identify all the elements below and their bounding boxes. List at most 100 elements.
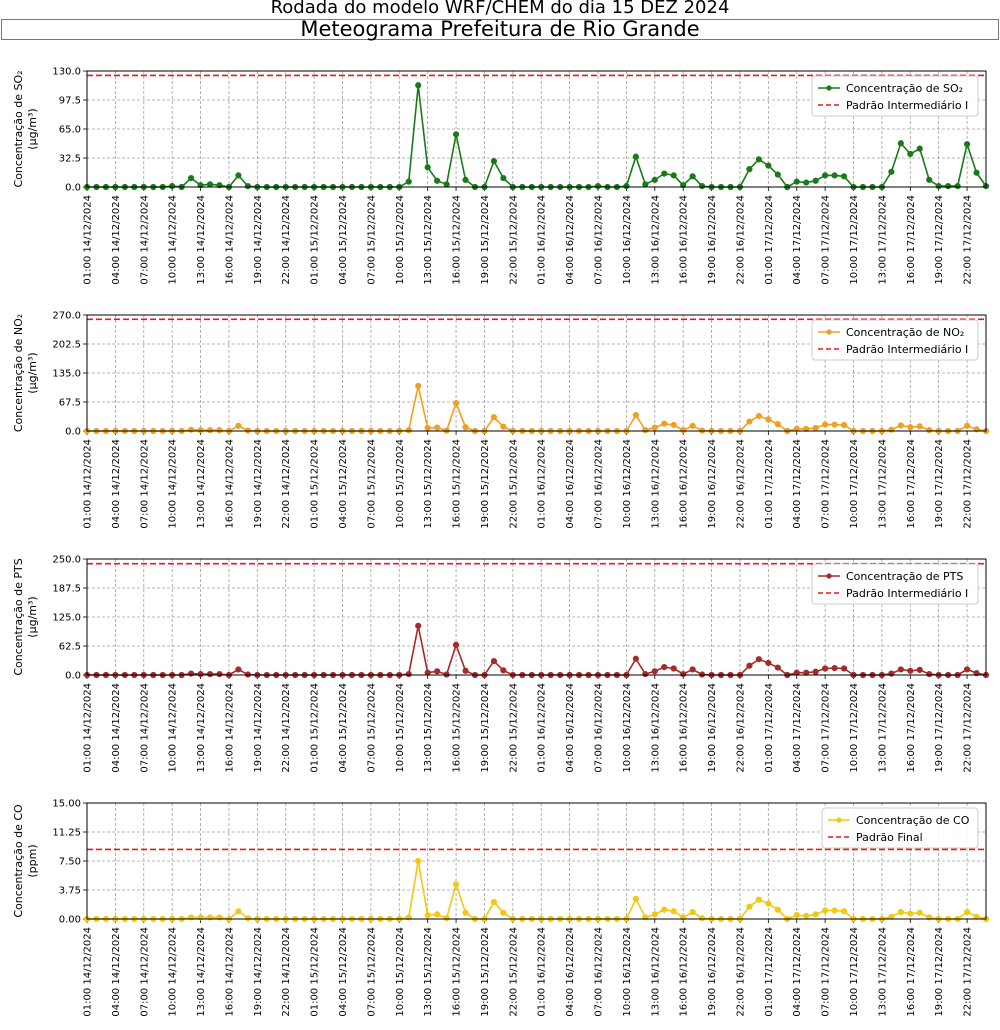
x-tick-label: 01:00 16/12/2024 bbox=[537, 439, 548, 529]
data-point bbox=[405, 178, 412, 185]
data-point bbox=[405, 670, 412, 678]
x-tick-label: 22:00 16/12/2024 bbox=[735, 195, 746, 285]
data-point bbox=[187, 426, 195, 433]
legend-label: Concentração de CO bbox=[856, 814, 970, 827]
x-tick-label: 22:00 14/12/2024 bbox=[281, 927, 292, 1017]
x-tick-label: 22:00 15/12/2024 bbox=[508, 927, 519, 1017]
data-point bbox=[490, 414, 498, 421]
x-tick-label: 01:00 17/12/2024 bbox=[764, 439, 775, 529]
data-point bbox=[443, 915, 450, 922]
x-tick-label: 01:00 17/12/2024 bbox=[764, 195, 775, 285]
data-point bbox=[765, 900, 772, 907]
x-tick-label: 10:00 15/12/2024 bbox=[395, 439, 406, 529]
x-tick-label: 22:00 17/12/2024 bbox=[963, 683, 974, 773]
data-point bbox=[670, 908, 677, 915]
data-point bbox=[216, 670, 223, 678]
data-point bbox=[405, 427, 412, 434]
x-tick-label: 13:00 15/12/2024 bbox=[423, 195, 434, 285]
data-point bbox=[755, 656, 762, 663]
panel-1: 0.0 32.5 65.0 97.5 130.0 01:00 14/12/2024 04:0… bbox=[12, 67, 990, 285]
y-axis-label-units: (µg/m³) bbox=[26, 108, 39, 149]
data-point bbox=[680, 427, 687, 434]
data-point bbox=[661, 170, 668, 177]
x-tick-label: 13:00 14/12/2024 bbox=[196, 683, 207, 773]
suptitle: Rodada do modelo WRF/CHEM do dia 15 DEZ … bbox=[270, 0, 730, 18]
data-point bbox=[206, 427, 214, 434]
x-tick-label: 10:00 15/12/2024 bbox=[395, 195, 406, 285]
x-tick-label: 19:00 16/12/2024 bbox=[707, 927, 718, 1017]
data-point bbox=[632, 412, 639, 419]
data-point bbox=[206, 670, 214, 678]
data-point bbox=[897, 422, 904, 429]
data-point bbox=[197, 670, 204, 678]
data-point bbox=[415, 382, 422, 389]
y-tick-label: 32.5 bbox=[59, 154, 81, 165]
data-point bbox=[500, 174, 507, 182]
data-point bbox=[916, 145, 923, 152]
x-tick-label: 07:00 15/12/2024 bbox=[366, 927, 377, 1017]
x-tick-label: 10:00 17/12/2024 bbox=[849, 439, 860, 529]
data-point bbox=[822, 172, 829, 179]
legend-label: Padrão Intermediário I bbox=[846, 99, 968, 112]
y-axis-label: Concentração de PTS bbox=[12, 558, 25, 675]
x-tick-label: 01:00 15/12/2024 bbox=[310, 439, 321, 529]
y-tick-label: 11.25 bbox=[52, 828, 81, 839]
y-axis-label-units: (µg/m³) bbox=[26, 352, 39, 393]
legend-box bbox=[821, 807, 979, 849]
x-tick-label: 19:00 14/12/2024 bbox=[253, 927, 264, 1017]
x-tick-label: 19:00 14/12/2024 bbox=[253, 683, 264, 773]
x-tick-label: 10:00 17/12/2024 bbox=[849, 683, 860, 773]
x-tick-label: 22:00 14/12/2024 bbox=[281, 683, 292, 773]
x-tick-label: 01:00 16/12/2024 bbox=[537, 927, 548, 1017]
x-tick-label: 04:00 16/12/2024 bbox=[565, 439, 576, 529]
legend-swatch-marker bbox=[826, 573, 832, 579]
x-tick-label: 22:00 14/12/2024 bbox=[281, 439, 292, 529]
x-tick-label: 10:00 14/12/2024 bbox=[168, 195, 179, 285]
y-tick-label: 15.00 bbox=[52, 799, 81, 810]
x-tick-label: 10:00 14/12/2024 bbox=[168, 683, 179, 773]
data-point bbox=[424, 912, 431, 919]
data-point bbox=[765, 659, 772, 667]
y-axis-label-units: (µg/m³) bbox=[26, 596, 39, 637]
series-line bbox=[87, 625, 987, 676]
x-tick-label: 16:00 15/12/2024 bbox=[452, 927, 463, 1017]
data-point bbox=[793, 912, 800, 919]
data-point bbox=[803, 912, 810, 920]
data-point bbox=[434, 668, 441, 675]
axes-frame bbox=[86, 558, 987, 676]
y-tick-label: 125.0 bbox=[52, 613, 81, 624]
y-tick-label: 130.0 bbox=[52, 67, 81, 78]
data-point bbox=[206, 181, 214, 188]
data-point bbox=[689, 908, 696, 916]
data-point bbox=[812, 424, 819, 432]
data-point bbox=[963, 422, 971, 429]
data-point bbox=[907, 667, 914, 674]
x-tick-label: 22:00 14/12/2024 bbox=[281, 195, 292, 285]
data-point bbox=[963, 141, 971, 148]
data-point bbox=[642, 670, 649, 678]
legend-box bbox=[811, 563, 979, 605]
x-tick-label: 19:00 15/12/2024 bbox=[480, 927, 491, 1017]
data-point bbox=[774, 906, 781, 913]
data-point bbox=[765, 416, 772, 423]
legend-label: Padrão Intermediário I bbox=[846, 587, 968, 600]
x-tick-label: 22:00 15/12/2024 bbox=[508, 195, 519, 285]
data-point bbox=[244, 183, 251, 190]
data-point bbox=[187, 174, 195, 182]
data-point bbox=[244, 915, 251, 922]
x-tick-label: 19:00 17/12/2024 bbox=[934, 683, 945, 773]
x-tick-label: 04:00 15/12/2024 bbox=[338, 439, 349, 529]
data-point bbox=[963, 666, 971, 673]
series-line bbox=[87, 860, 987, 920]
x-tick-label: 19:00 16/12/2024 bbox=[707, 439, 718, 529]
data-point bbox=[746, 662, 753, 669]
data-point bbox=[651, 911, 658, 918]
x-tick-label: 01:00 16/12/2024 bbox=[537, 683, 548, 773]
x-tick-label: 16:00 15/12/2024 bbox=[452, 195, 463, 285]
data-point bbox=[443, 181, 450, 188]
x-tick-label: 10:00 16/12/2024 bbox=[622, 683, 633, 773]
legend-swatch-marker bbox=[836, 817, 842, 823]
data-point bbox=[897, 140, 904, 147]
x-tick-label: 01:00 15/12/2024 bbox=[310, 927, 321, 1017]
